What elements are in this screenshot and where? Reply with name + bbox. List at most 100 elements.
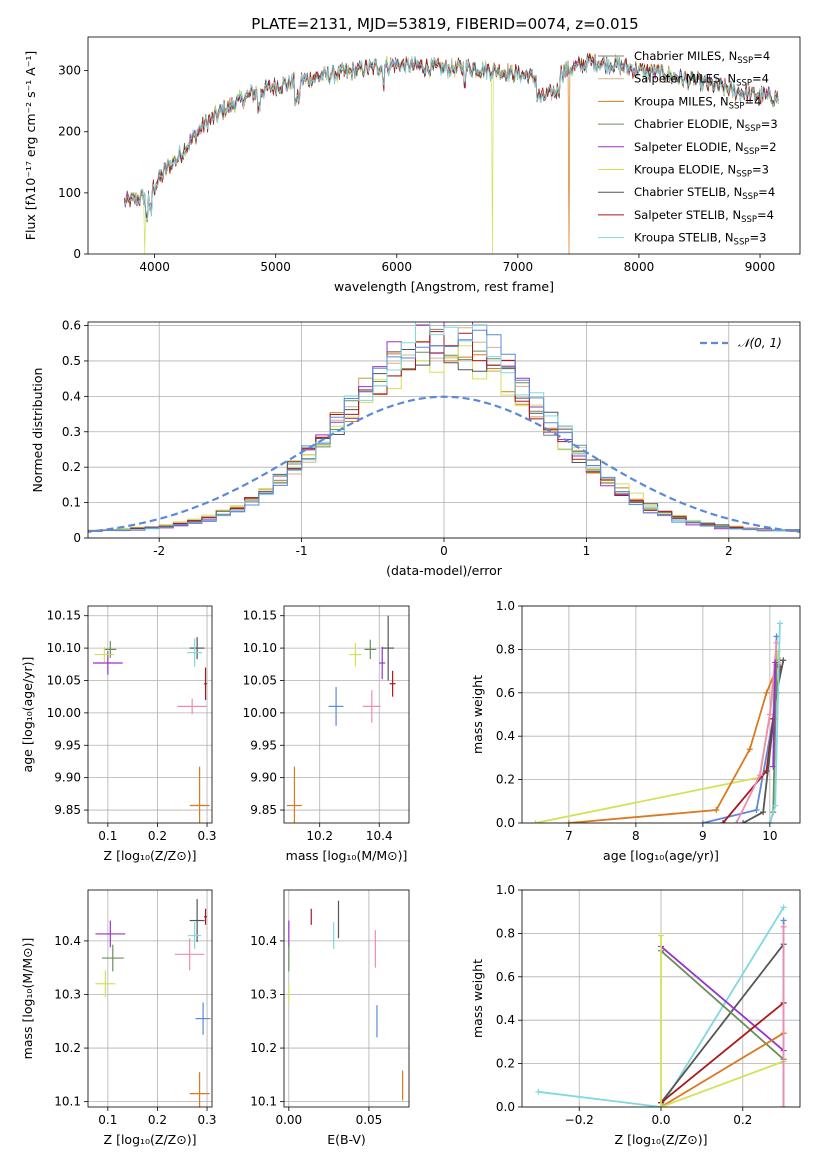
legend-series-name: Salpeter ELODIE <box>634 140 728 154</box>
legend-nssp-subscript: SSP <box>729 101 745 111</box>
weight-marker <box>772 802 779 809</box>
legend-label: Chabrier MILES, NSSP=4 <box>634 49 770 66</box>
panel-age_vs_mass: 10.2 10.4 9.85 9.90 9.95 10.00 10.05 10.10 10.15… <box>243 605 410 863</box>
x-tick-label: 8000 <box>624 260 655 274</box>
legend-nssp-subscript: SSP <box>745 124 761 134</box>
weight-line-salpeter-stelib <box>660 1002 785 1104</box>
panel-massweight_vs_age: 7 8 9 10 0.0 0.2 0.4 0.6 0.8 1.0 age [log₁₀(age/yr… <box>470 599 801 863</box>
weight-marker <box>532 820 539 823</box>
y-tick-label: 9.90 <box>250 771 277 785</box>
legend-nssp-subscript: SSP <box>741 215 757 225</box>
errorbar-point-salpeter-stelib <box>389 670 396 697</box>
errorbar-point-salpeter-elodie <box>95 920 126 948</box>
axes: 0.1 0.2 0.3 9.85 9.90 9.95 10.00 10.05 10.10 10.1… <box>20 605 217 863</box>
weight-marker <box>766 711 773 718</box>
weight-marker <box>753 806 760 813</box>
x-tick-label: 9 <box>699 829 707 843</box>
x-tick-label: 0.0 <box>651 1113 670 1127</box>
x-axis-label: Z [log₁₀(Z/Z⊙)] <box>104 848 197 863</box>
x-tick-label: 0.2 <box>733 1113 752 1127</box>
y-axis-label: age [log₁₀(age/yr)] <box>20 657 35 773</box>
x-tick-label: 0.1 <box>98 1113 117 1127</box>
x-tick-label: 7 <box>565 829 573 843</box>
errorbar-point-salpeter-stelib <box>204 908 208 925</box>
legend-label: Salpeter ELODIE, NSSP=2 <box>634 140 777 157</box>
legend-nssp-eq: = <box>760 140 770 154</box>
weight-marker <box>565 820 572 823</box>
errorbar-point-kroupa-miles <box>189 1072 210 1107</box>
x-tick-label: 0.2 <box>148 1113 167 1127</box>
y-tick-label: 0.5 <box>62 354 81 368</box>
y-tick-label: 0.6 <box>62 319 81 333</box>
legend-nssp-eq: = <box>758 185 768 199</box>
panel-mass_vs_ebv: 0.00 0.05 10.1 10.2 10.3 10.4 E(B-V) <box>250 889 410 1147</box>
errorbar-point-chabrier-stelib <box>189 637 205 660</box>
errorbar-point-chabrier-stelib <box>382 615 395 681</box>
y-tick-label: 0.2 <box>496 1057 515 1071</box>
axes-frame <box>521 605 801 824</box>
legend-label: Kroupa ELODIE, NSSP=3 <box>634 163 769 180</box>
weight-marker <box>772 659 779 666</box>
y-tick-label: 9.95 <box>250 738 277 752</box>
y-tick-label: 9.85 <box>54 803 81 817</box>
errorbar-point-pink <box>362 690 381 723</box>
plot-area <box>88 890 212 1107</box>
legend-series-name: Chabrier STELIB <box>634 185 726 199</box>
legend-nssp-value: 2 <box>769 140 776 154</box>
x-tick-label: -2 <box>153 544 165 558</box>
weight-line-chabrier-stelib <box>660 943 785 1104</box>
errorbar-point-blue <box>195 1002 211 1035</box>
y-tick-label: 0.4 <box>496 1013 515 1027</box>
y-tick-label: 0.4 <box>62 389 81 403</box>
x-tick-label: 2 <box>725 544 733 558</box>
legend-nssp-value: 4 <box>767 208 774 222</box>
weight-marker <box>658 1104 664 1107</box>
x-tick-label: 10.2 <box>306 829 333 843</box>
errorbar-point-kroupa-miles <box>189 766 210 823</box>
legend-label: Salpeter MILES, NSSP=4 <box>634 72 769 89</box>
weight-line-chabrier-stelib <box>742 660 785 823</box>
legend-nssp-eq: = <box>757 208 767 222</box>
legend-nssp-eq: = <box>749 231 759 245</box>
plot-marks <box>288 900 404 1101</box>
y-axis-label: Normed distribution <box>30 368 45 493</box>
y-tick-label: 1.0 <box>496 599 515 613</box>
histogram-blue <box>88 329 800 532</box>
errorbar-point-pink <box>174 938 205 971</box>
errorbar-point-kroupa-elodie <box>94 646 115 663</box>
x-axis-label: mass [log₁₀(M/M⊙)] <box>286 848 408 863</box>
weight-line-kroupa-elodie <box>660 935 784 1107</box>
y-tick-label: 10.15 <box>243 609 277 623</box>
legend-nssp-value: 4 <box>763 49 770 63</box>
panel-mass_vs_Z: 0.1 0.2 0.3 10.1 10.2 10.3 10.4 Z [log₁₀(Z/Z⊙)]… <box>20 889 217 1147</box>
weight-marker <box>763 689 770 696</box>
weight-marker <box>780 904 787 911</box>
legend-nssp-eq: = <box>752 163 762 177</box>
x-tick-label: 1 <box>583 544 591 558</box>
legend-nssp-prefix: , N <box>725 208 741 222</box>
legend-label: Kroupa STELIB, NSSP=3 <box>634 231 766 248</box>
legend-nssp-eq: = <box>752 72 762 86</box>
errorbar-point-kroupa-stelib <box>188 922 202 949</box>
x-axis-label: (data-model)/error <box>386 563 503 578</box>
plot-marks <box>535 904 787 1107</box>
y-tick-label: 10.15 <box>47 609 81 623</box>
y-tick-label: 10.1 <box>54 1095 81 1109</box>
weight-marker <box>699 820 706 823</box>
legend-nssp-value: 4 <box>768 185 775 199</box>
axes: 7 8 9 10 0.0 0.2 0.4 0.6 0.8 1.0 age [log₁₀(age/yr… <box>470 599 801 863</box>
y-tick-label: 9.85 <box>250 803 277 817</box>
y-tick-label: 10.05 <box>47 673 81 687</box>
x-tick-label: 7000 <box>503 260 534 274</box>
plot-marks <box>123 52 779 254</box>
y-tick-label: 0.1 <box>62 496 81 510</box>
y-tick-label: 9.90 <box>54 771 81 785</box>
errorbar-point-chabrier-elodie <box>364 639 377 660</box>
x-axis-label: wavelength [Angstrom, rest frame] <box>334 279 554 294</box>
axes: 4000 5000 6000 7000 8000 9000 0 100 200 300 wavele… <box>23 36 801 294</box>
weight-marker <box>780 917 787 924</box>
weight-marker <box>773 633 780 640</box>
legend-nssp-subscript: SSP <box>734 238 750 248</box>
weight-line-salpeter-elodie <box>772 662 777 767</box>
panel-massweight_vs_Z: −0.2 0.0 0.2 0.0 0.2 0.4 0.6 0.8 1.0 Z [log₁₀(Z/Z… <box>470 883 801 1147</box>
